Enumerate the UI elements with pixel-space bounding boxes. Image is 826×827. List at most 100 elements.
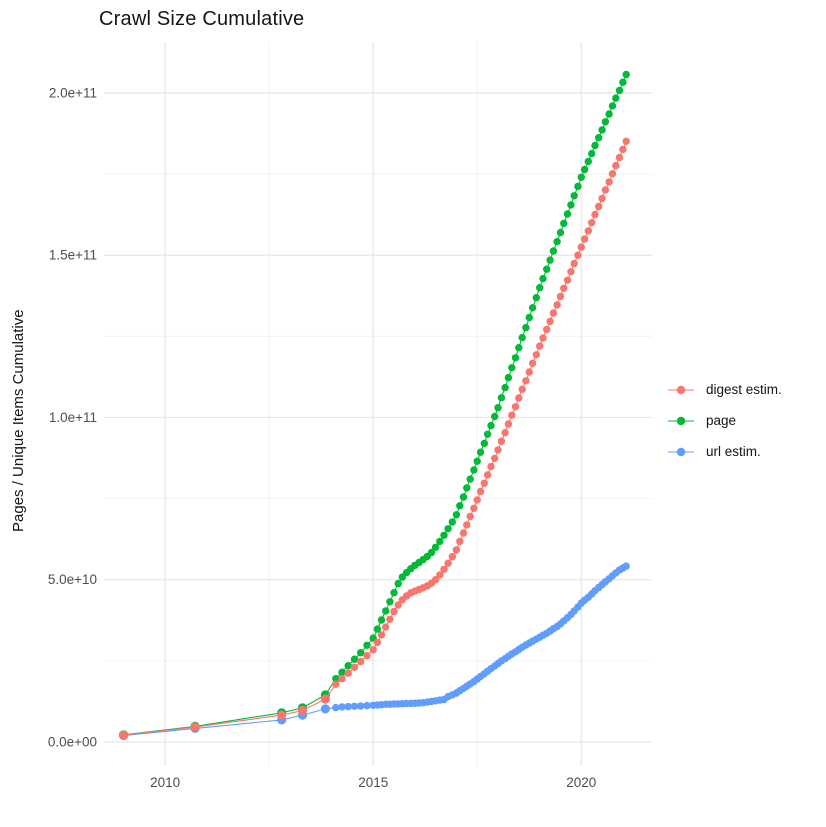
data-point [357,649,365,657]
data-point [466,512,474,521]
data-point [515,344,523,352]
data-point [553,237,561,246]
data-point [459,529,468,537]
data-point [491,412,499,421]
data-point [608,102,617,110]
data-point [390,589,398,597]
data-point [556,228,565,237]
data-point [190,722,200,732]
data-point [591,141,599,150]
data-point [601,118,610,126]
data-point [320,704,330,714]
data-point [382,623,390,631]
data-point [622,562,630,570]
data-point [494,404,502,412]
data-point [320,694,330,704]
data-point [605,178,613,186]
x-tick-label: 2020 [566,775,596,790]
data-point [357,702,365,710]
data-point [619,78,627,86]
data-point [574,251,582,259]
major-gridlines [104,42,652,766]
data-point [608,170,617,178]
data-point [373,625,382,633]
data-point [619,145,627,154]
data-point [277,710,287,720]
data-point [444,559,452,567]
data-point [563,276,572,284]
data-point [497,437,506,445]
data-point [528,304,537,312]
data-point [431,543,440,551]
legend-key-icon [668,385,694,394]
data-point [470,504,478,512]
data-point [480,439,488,448]
data-point [386,615,394,623]
data-point [386,598,394,606]
data-point [522,323,530,332]
y-tick-label: 5.0e+10 [48,572,97,587]
data-point [480,479,488,487]
legend-item: page [666,405,782,436]
data-point [525,313,533,322]
data-point [473,496,481,504]
data-point [539,334,547,342]
data-point [470,466,478,474]
data-point [363,641,371,649]
y-tick-label: 0.0e+00 [48,734,97,749]
data-point [546,256,554,264]
data-point [344,669,352,677]
data-point [332,680,340,688]
data-point [452,546,461,554]
data-point [567,268,575,276]
data-point [553,301,561,309]
data-point [508,364,516,372]
data-point [431,576,440,584]
legend-item: digest estim. [666,374,782,405]
data-point [556,292,565,301]
data-point [570,192,578,200]
data-point [463,521,471,529]
data-point [483,430,492,438]
data-point [584,157,592,166]
data-point [536,342,544,350]
data-point [532,294,540,302]
data-point [508,411,516,419]
legend-label: digest estim. [706,382,782,397]
x-tick-label: 2015 [358,775,388,790]
data-point [598,194,606,203]
minor-gridlines [104,42,652,766]
data-point [549,309,558,317]
data-point [549,247,558,255]
data-point [456,502,464,510]
data-point [338,675,346,683]
data-point [563,210,572,218]
data-point [595,202,603,211]
data-point [574,182,582,191]
data-point [560,284,568,292]
data-point [440,565,448,573]
series-url-estim [119,562,630,741]
data-point [615,86,624,95]
data-point [483,471,492,479]
data-point [448,518,456,526]
data-point [390,607,398,616]
legend-label: url estim. [706,444,761,459]
data-point [448,553,456,561]
y-tick-label: 2.0e+11 [49,85,97,100]
legend-label: page [706,413,737,428]
data-point [476,487,485,496]
data-point [511,403,520,411]
series-digest-estim [119,137,630,740]
data-point [350,655,359,663]
data-point [525,368,533,376]
data-point [382,607,390,615]
data-point [466,475,474,483]
data-point [511,354,520,362]
data-point [543,325,551,334]
data-point [487,462,495,471]
data-point [497,394,506,402]
data-point [436,571,444,579]
